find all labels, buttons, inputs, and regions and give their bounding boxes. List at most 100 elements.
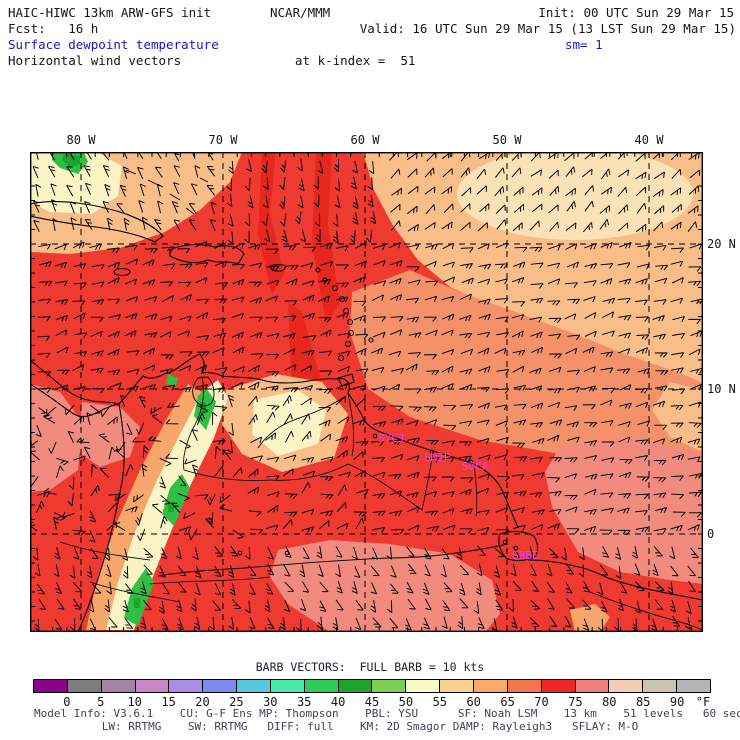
map-edge-ticks <box>31 153 702 631</box>
dewpoint-region-green-santamarta <box>166 374 178 386</box>
island-leeward <box>331 284 339 292</box>
colorbar-cell <box>337 680 372 692</box>
colorbar-cell <box>371 680 406 692</box>
coast-brazil-northeast <box>527 559 703 601</box>
colorbar-tick-label: 80 <box>602 695 617 709</box>
coast-jamaica <box>113 267 131 277</box>
colorbar-cell <box>574 680 609 692</box>
barb-legend-text: BARB VECTORS: FULL BARB = 10 kts <box>255 660 485 674</box>
island-stvincent <box>344 340 352 348</box>
border-venezuela-brazil <box>183 463 349 481</box>
station-circle <box>502 539 508 545</box>
border-brazil-interior <box>347 463 423 511</box>
lake-maracaibo <box>192 376 215 407</box>
station-circle <box>513 545 519 551</box>
lat-label-0: 0 <box>707 527 715 541</box>
colorbar-tick-label: 90 <box>669 695 685 709</box>
valid-time: Valid: 16 UTC Sun 29 Mar 15 (13 LST Sun … <box>359 21 736 36</box>
station-circle <box>372 433 378 439</box>
station-circle <box>284 550 290 556</box>
coast-cuba <box>30 201 164 243</box>
colorbar-cell <box>134 680 169 692</box>
island-marajo <box>498 530 539 562</box>
dewpoint-region-dkgreen <box>200 402 206 412</box>
dewpoint-region-peach-pocket <box>652 382 703 452</box>
island-barbados <box>368 337 374 343</box>
island-grenada <box>337 354 345 362</box>
dewpoint-region-salmon <box>270 540 500 632</box>
station-labels: SYCJ SMJP SOCA SBBE <box>378 432 539 562</box>
lat-label-10n: 10 N <box>707 382 736 396</box>
field-title: Surface dewpoint temperature <box>8 37 219 52</box>
k-index-label: at k-index = 51 <box>295 53 416 68</box>
station-label-sbbe: SBBE <box>512 549 539 562</box>
river-amazon <box>157 543 509 577</box>
lon-label-60w: 60 W <box>350 133 380 147</box>
colorbar-cell <box>676 680 710 692</box>
colorbar-cell <box>100 680 135 692</box>
station-circle <box>468 459 474 465</box>
dewpoint-region-cream <box>252 390 326 456</box>
lon-label-70w: 70 W <box>208 133 238 147</box>
colorbar-cell <box>608 680 643 692</box>
colorbar-cell <box>642 680 677 692</box>
wind-barbs <box>30 152 703 632</box>
model-info-line1: Model Info: V3.6.1 CU: G-F Ens MP: Thomp… <box>34 707 740 720</box>
station-label-soca: SOCA <box>462 460 489 473</box>
lat-label-20n: 20 N <box>707 237 736 251</box>
colorbar-cell <box>405 680 440 692</box>
dewpoint-region-ltorange <box>570 604 610 632</box>
colorbar-tick-label: 50 <box>398 695 414 709</box>
colorbar-tick-label: 30 <box>263 695 278 709</box>
colorbar-cell <box>472 680 507 692</box>
colorbar-tick-label: 25 <box>229 695 244 709</box>
coast-southamerica-north <box>118 353 519 529</box>
init-time: Init: 00 UTC Sun 29 Mar 15 <box>538 5 734 20</box>
colorbar-cell <box>202 680 237 692</box>
dewpoint-region-dkgreen <box>134 598 140 608</box>
colorbar-tick-label: 60 <box>466 695 481 709</box>
colorbar-cell <box>540 680 575 692</box>
colorbar-cell <box>236 680 270 692</box>
dewpoint-streak <box>258 152 284 294</box>
wind-barb-glyphs <box>30 152 703 632</box>
coast-trinidad <box>337 373 355 387</box>
colorbar-tick-label: 55 <box>432 695 448 709</box>
dewpoint-region-palecream <box>457 152 693 240</box>
station-label-sycj: SYCJ <box>378 432 405 445</box>
gridlines <box>30 152 703 632</box>
colorbar-cell <box>34 680 67 692</box>
colorbar-tick-label: 35 <box>296 695 312 709</box>
lon-label-80w: 80 W <box>66 133 96 147</box>
dewpoint-region-andes-green <box>162 474 190 526</box>
colorbar-tick-label: 85 <box>635 695 651 709</box>
station-markers <box>237 433 519 556</box>
station-label-smjp: SMJP <box>424 451 451 464</box>
dewpoint-region-dkgreen <box>168 502 174 512</box>
coastlines <box>30 169 703 632</box>
dewpoint-region-dkgreen <box>62 154 80 168</box>
dewpoint-region-orange <box>350 270 703 484</box>
colorbar-tick-label: 70 <box>534 695 549 709</box>
coast-puertorico <box>269 263 287 272</box>
colorbar-cell <box>66 680 101 692</box>
lon-label-50w: 50 W <box>492 133 522 147</box>
coast-bahamas <box>125 169 209 215</box>
border-guyana <box>347 392 478 517</box>
colorbar-tick-label: 40 <box>330 695 346 709</box>
colorbar-cell <box>168 680 203 692</box>
coast-centralamerica-pacific <box>30 383 120 418</box>
border-ticks <box>31 153 702 631</box>
colorbar-tick-label: 20 <box>195 695 210 709</box>
colorbar-tick-label: 65 <box>500 695 515 709</box>
dewpoint-region-andes-orange <box>86 384 202 630</box>
org-label: NCAR/MMM <box>270 5 331 20</box>
river-south <box>59 541 271 603</box>
model-title: HAIC-HIWC 13km ARW-GFS init <box>8 5 212 20</box>
station-circle <box>237 550 243 556</box>
forecast-hour: Fcst: 16 h <box>8 21 99 36</box>
vector-title: Horizontal wind vectors <box>8 53 182 68</box>
coast-centralamerica-caribbean <box>30 359 120 405</box>
colorbar-cell <box>439 680 473 692</box>
colorbar-tick-label: 75 <box>568 695 583 709</box>
